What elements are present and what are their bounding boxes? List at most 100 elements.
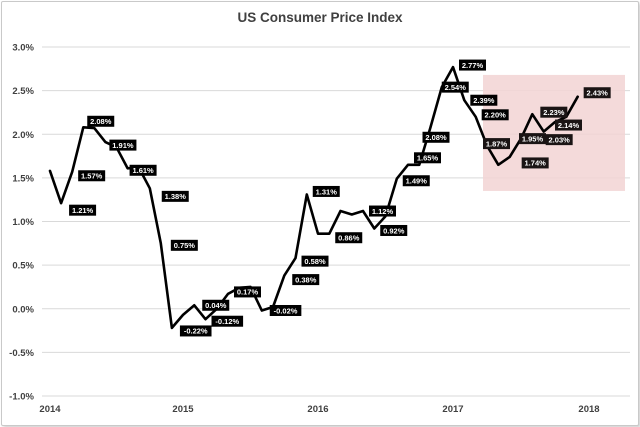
data-label-box xyxy=(422,131,450,143)
data-label-box xyxy=(545,134,573,146)
y-tick-label: -0.5% xyxy=(9,348,34,359)
data-label-text: 1.91% xyxy=(112,141,134,150)
data-label-text: 1.38% xyxy=(165,192,187,201)
data-label-text: 1.12% xyxy=(372,207,394,216)
data-label-box xyxy=(483,138,510,150)
data-label-box xyxy=(129,164,157,176)
data-label: -0.02% xyxy=(269,304,302,316)
data-label: -0.12% xyxy=(211,315,244,327)
data-label-box xyxy=(555,119,582,131)
data-label-text: 0.17% xyxy=(237,288,259,297)
y-tick-label: 0.0% xyxy=(12,304,34,315)
y-tick-label: 0.5% xyxy=(12,261,34,272)
data-label: 1.87% xyxy=(483,138,510,150)
data-label: 0.75% xyxy=(170,239,198,251)
data-label-text: 1.74% xyxy=(525,159,547,168)
data-label-text: 1.61% xyxy=(132,166,154,175)
data-label-box xyxy=(269,304,302,316)
x-tick-label: 2018 xyxy=(578,404,599,415)
data-label-text: -0.12% xyxy=(215,317,239,326)
data-label-box xyxy=(179,325,212,337)
data-label-box xyxy=(69,204,97,216)
x-tick-label: 2015 xyxy=(172,404,194,415)
data-label-box xyxy=(234,286,261,298)
data-label-text: 1.95% xyxy=(522,134,544,143)
data-label-box xyxy=(87,115,115,127)
data-label-text: 1.65% xyxy=(417,154,439,163)
data-label: 0.86% xyxy=(335,232,363,244)
data-label-box xyxy=(441,81,469,93)
data-label-text: 2.08% xyxy=(425,133,447,142)
data-label: 2.43% xyxy=(583,87,611,99)
data-label: 1.74% xyxy=(521,157,549,169)
data-label: 0.17% xyxy=(234,286,261,298)
x-axis-ticks: 2014 2015 2016 2017 2018 xyxy=(39,404,599,415)
data-label-box xyxy=(583,87,611,99)
y-tick-label: -1.0% xyxy=(9,392,34,403)
data-label: 2.14% xyxy=(555,119,582,131)
data-label-box xyxy=(521,157,549,169)
data-label-text: 2.23% xyxy=(543,108,565,117)
x-tick-label: 2014 xyxy=(39,404,61,415)
gridlines xyxy=(42,46,630,397)
data-label-box xyxy=(369,205,396,217)
data-label-text: 1.21% xyxy=(72,206,94,215)
data-label-text: 2.08% xyxy=(90,117,112,126)
data-label-text: 2.54% xyxy=(445,83,467,92)
data-label: 0.04% xyxy=(202,299,230,311)
data-label: 1.31% xyxy=(312,185,340,197)
data-label-text: -0.02% xyxy=(274,306,298,315)
data-label-box xyxy=(540,106,568,118)
data-label: 1.49% xyxy=(402,175,430,187)
data-label: 2.39% xyxy=(470,94,498,106)
data-label-box xyxy=(78,170,106,182)
data-label: 1.65% xyxy=(414,152,441,164)
y-tick-label: 1.0% xyxy=(12,217,34,228)
data-label-box xyxy=(202,299,230,311)
data-label-text: 1.87% xyxy=(486,139,508,148)
data-label: 1.38% xyxy=(161,190,189,202)
y-tick-label: 2.5% xyxy=(12,86,34,97)
data-label-text: 0.75% xyxy=(174,241,196,250)
data-label-text: 1.57% xyxy=(81,172,103,181)
data-label-text: 0.38% xyxy=(295,275,317,284)
data-label-text: 0.58% xyxy=(304,257,326,266)
data-label: 0.92% xyxy=(380,224,408,236)
data-label-text: 2.77% xyxy=(462,61,484,70)
data-label-box xyxy=(335,232,363,244)
data-label-text: 2.03% xyxy=(549,135,571,144)
data-label-box xyxy=(161,190,189,202)
data-label: 1.61% xyxy=(129,164,157,176)
data-label: 2.20% xyxy=(481,109,509,121)
y-tick-label: 3.0% xyxy=(12,43,34,54)
data-label: 0.58% xyxy=(301,255,329,267)
data-label: 0.38% xyxy=(292,274,320,286)
data-label-text: 1.31% xyxy=(316,187,338,196)
data-label-text: 0.04% xyxy=(205,301,227,310)
data-label-text: 2.43% xyxy=(587,89,609,98)
data-label-box xyxy=(292,274,320,286)
data-label-box xyxy=(402,175,430,187)
chart-title: US Consumer Price Index xyxy=(237,10,403,25)
data-label-text: 1.49% xyxy=(406,177,428,186)
y-tick-label: 2.0% xyxy=(12,130,34,141)
data-label-box xyxy=(481,109,509,121)
data-label-box xyxy=(380,224,408,236)
data-label-text: 0.86% xyxy=(338,234,360,243)
data-label: 2.54% xyxy=(441,81,469,93)
x-tick-label: 2016 xyxy=(307,404,328,415)
x-tick-label: 2017 xyxy=(442,404,463,415)
data-label: 1.95% xyxy=(519,133,546,145)
data-label: -0.22% xyxy=(179,325,212,337)
y-axis-ticks: 3.0% 2.5% 2.0% 1.5% 1.0% 0.5% 0.0% -0.5% -1.0% xyxy=(9,43,34,403)
data-labels: 1.21% 1.57% 2.08% 1.91% 1.61% 1.38% 0.75% -0.22… xyxy=(69,59,611,337)
data-label-box xyxy=(519,133,546,145)
data-label-box xyxy=(312,185,340,197)
data-label: 2.08% xyxy=(422,131,450,143)
data-label-box xyxy=(211,315,244,327)
data-label: 1.91% xyxy=(109,139,137,151)
data-label: 2.08% xyxy=(87,115,115,127)
data-label: 1.21% xyxy=(69,204,97,216)
data-label-text: 0.92% xyxy=(383,226,405,235)
